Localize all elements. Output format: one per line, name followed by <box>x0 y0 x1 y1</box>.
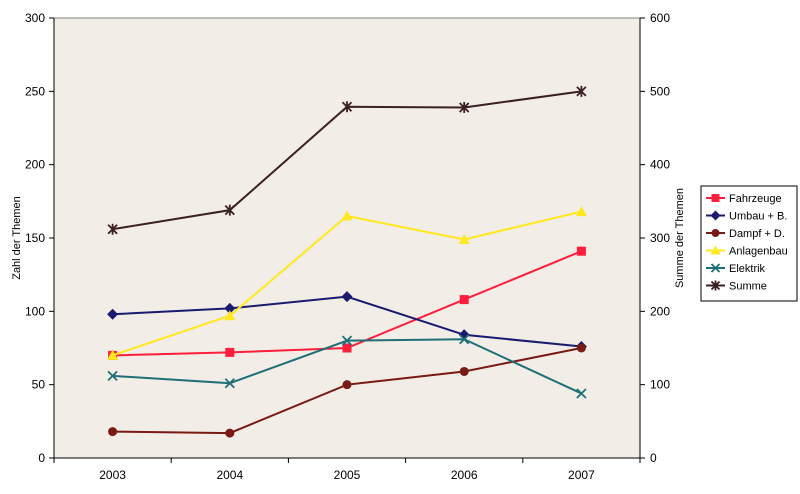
data-point <box>341 291 353 303</box>
data-point <box>224 378 235 389</box>
legend-label: Summe <box>729 281 767 293</box>
data-point <box>107 370 118 382</box>
data-point <box>576 343 586 353</box>
series-dampf-d- <box>108 343 586 438</box>
data-point <box>107 223 118 235</box>
y-tick-label-left: 200 <box>25 158 45 172</box>
series-anlagenbau <box>107 206 587 360</box>
y-tick-label-right: 300 <box>650 231 670 245</box>
data-point <box>459 101 470 113</box>
legend-marker <box>711 229 720 237</box>
data-point <box>576 246 586 256</box>
x-tick-label: 2007 <box>568 468 595 482</box>
legend-item: Umbau + B. <box>706 210 787 223</box>
y-tick-label-left: 300 <box>25 11 45 25</box>
data-point <box>225 347 235 357</box>
plot-area <box>53 17 641 459</box>
data-point <box>459 334 470 345</box>
y-tick-label-right: 400 <box>650 158 670 172</box>
y-axis-title-left: Zahl der Themen <box>11 196 23 280</box>
data-point <box>576 388 587 399</box>
data-point <box>459 366 469 376</box>
legend-marker <box>711 194 720 202</box>
y-tick-label-left: 0 <box>38 451 45 465</box>
data-point <box>224 310 236 321</box>
data-point <box>341 335 353 346</box>
y-tick-label-left: 150 <box>25 231 45 245</box>
data-point <box>224 204 235 216</box>
data-point <box>341 101 353 113</box>
legend-label: Dampf + D. <box>729 228 785 240</box>
legend-marker <box>710 280 721 291</box>
data-point <box>342 343 352 353</box>
legend-marker <box>710 245 721 255</box>
y-tick-label-left: 50 <box>32 378 46 392</box>
legend-label: Fahrzeuge <box>729 193 782 205</box>
y-tick-label-left: 250 <box>25 84 45 98</box>
legend-label: Umbau + B. <box>729 211 787 223</box>
legend-marker <box>710 210 721 221</box>
data-point <box>459 295 469 305</box>
series-summe <box>107 85 587 235</box>
x-tick-label: 2003 <box>99 468 126 482</box>
data-point <box>225 428 235 438</box>
x-tick-label: 2006 <box>451 468 478 482</box>
y-tick-label-left: 100 <box>25 304 45 318</box>
data-point <box>224 302 236 314</box>
y-tick-label-right: 500 <box>650 84 670 98</box>
data-point <box>342 380 352 390</box>
legend <box>700 185 798 302</box>
data-point <box>576 85 587 97</box>
series-elektrik <box>107 334 587 399</box>
legend-marker <box>710 263 721 273</box>
legend-item: Summe <box>706 280 767 293</box>
data-point <box>107 308 119 320</box>
y-axis-title-right: Summe der Themen <box>674 188 686 288</box>
data-point <box>341 210 353 221</box>
legend-item: Elektrik <box>706 263 766 275</box>
data-point <box>575 206 587 217</box>
data-point <box>458 233 470 244</box>
x-tick-label: 2005 <box>334 468 361 482</box>
y-tick-label-right: 100 <box>650 378 670 392</box>
data-point <box>108 427 118 437</box>
data-point <box>107 349 119 360</box>
legend-item: Dampf + D. <box>706 228 785 240</box>
legend-item: Fahrzeuge <box>706 193 782 205</box>
x-tick-label: 2004 <box>216 468 243 482</box>
y-tick-label-right: 200 <box>650 304 670 318</box>
y-tick-label-right: 600 <box>650 11 670 25</box>
legend-label: Anlagenbau <box>729 246 788 258</box>
legend-item: Anlagenbau <box>706 245 788 258</box>
y-tick-label-right: 0 <box>650 451 657 465</box>
legend-label: Elektrik <box>729 263 766 275</box>
